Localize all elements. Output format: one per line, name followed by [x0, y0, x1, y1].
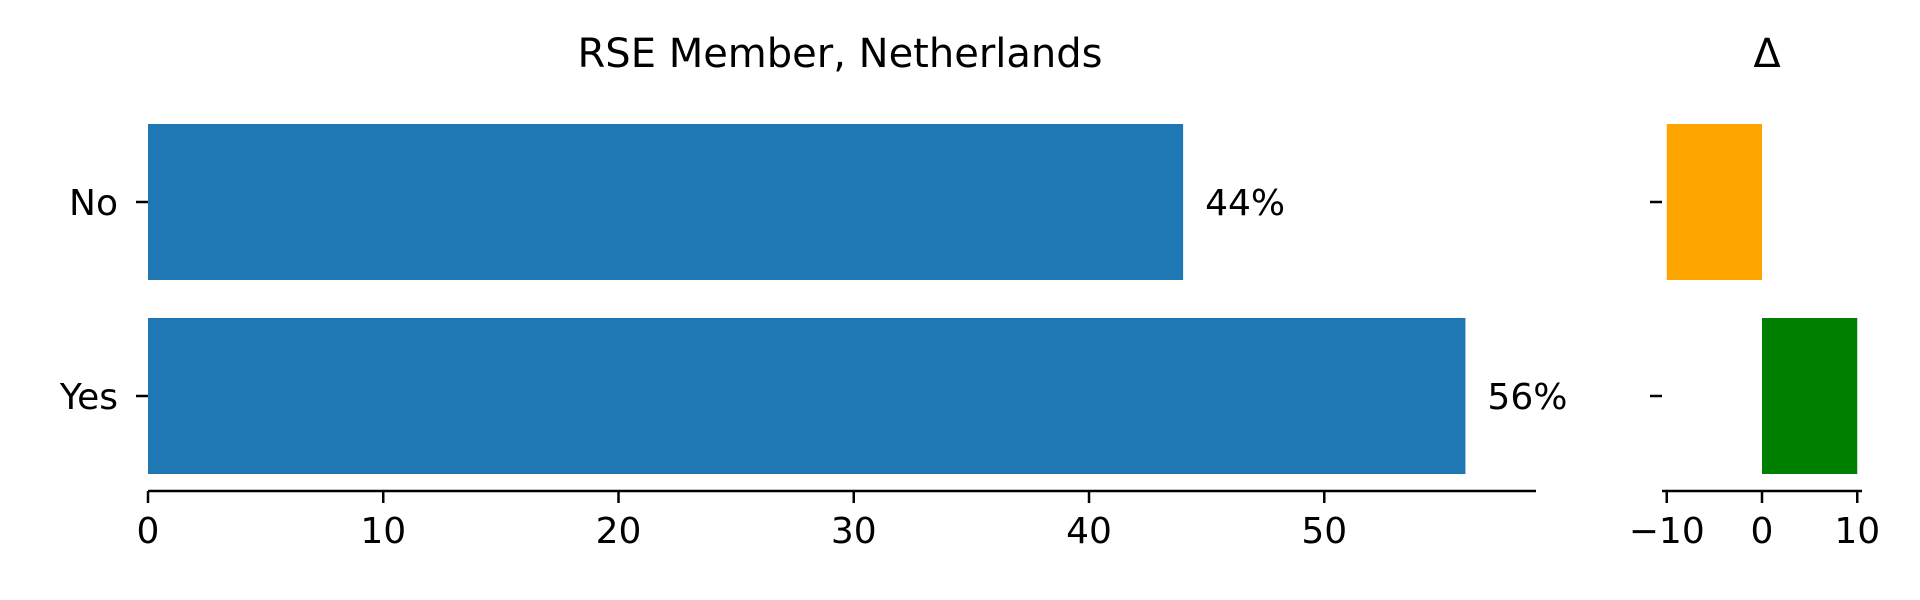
main-xtick-label-0: 0 — [137, 511, 160, 552]
delta-chart-title: Δ — [1753, 31, 1781, 77]
main-xtick-label-3: 30 — [831, 511, 877, 552]
main-xtick-label-1: 10 — [360, 511, 406, 552]
delta-bar-yes — [1762, 318, 1858, 474]
main-chart-title: RSE Member, Netherlands — [578, 31, 1103, 77]
main-ytick-label-no: No — [69, 183, 118, 224]
main-xtick-label-2: 20 — [596, 511, 642, 552]
main-bar-yes — [148, 318, 1466, 474]
main-xtick-label-5: 50 — [1301, 511, 1347, 552]
main-xtick-label-4: 40 — [1066, 511, 1112, 552]
main-bar-no — [148, 124, 1184, 280]
main-data-label-no: 44% — [1205, 183, 1285, 224]
delta-xtick-label-0: −10 — [1629, 511, 1705, 552]
main-data-label-yes: 56% — [1487, 377, 1567, 418]
delta-xtick-label-1: 0 — [1751, 511, 1774, 552]
main-ytick-label-yes: Yes — [59, 377, 118, 418]
delta-xtick-label-2: 10 — [1834, 511, 1880, 552]
delta-bar-no — [1666, 124, 1762, 280]
